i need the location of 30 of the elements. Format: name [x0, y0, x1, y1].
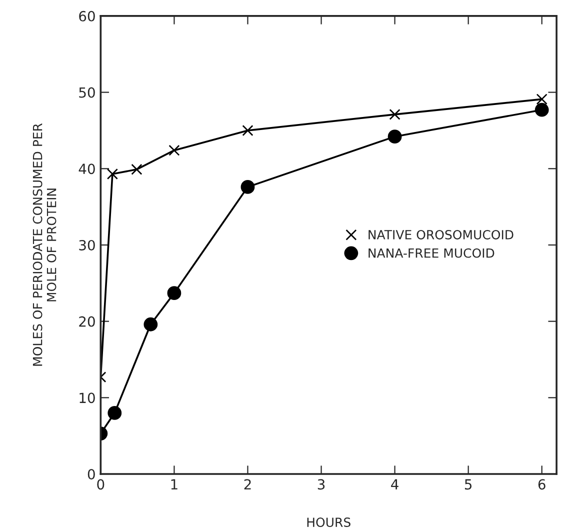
y-tick-label: 60 — [79, 10, 95, 22]
point — [534, 102, 549, 117]
x-axis-title: HOURS — [307, 518, 350, 527]
x-tick-label: 1 — [171, 479, 178, 490]
point — [536, 94, 548, 105]
point — [144, 317, 158, 332]
point — [167, 286, 182, 300]
point — [131, 164, 142, 175]
point — [242, 124, 254, 136]
y-tick-label: 40 — [78, 164, 95, 174]
y-tick-label: 30 — [79, 240, 95, 250]
x-tick-label: 2 — [244, 479, 251, 490]
x-tick-label: 5 — [464, 479, 472, 490]
x-tick-label: 4 — [391, 479, 398, 490]
point — [106, 168, 118, 180]
legend-label: NANA-FREE MUCOID — [368, 248, 494, 258]
y-tick-label: 20 — [79, 316, 95, 327]
point — [389, 108, 400, 120]
legend-label: NATIVE OROSOMUCOID — [368, 230, 514, 240]
x-tick-label: 3 — [318, 479, 325, 490]
x-tick-label: 0 — [97, 479, 104, 490]
y-axis-title: MOLES OF PERIODATE CONSUMED PER MOLE OF PROTEIN — [32, 123, 56, 366]
point — [108, 406, 122, 420]
point — [240, 180, 255, 194]
x-tick-label: 6 — [538, 479, 546, 490]
y-tick-label: 50 — [79, 87, 95, 98]
point — [388, 130, 402, 144]
y-tick-label: 10 — [80, 392, 95, 404]
point — [168, 144, 180, 156]
y-tick-label: 0 — [88, 468, 95, 480]
